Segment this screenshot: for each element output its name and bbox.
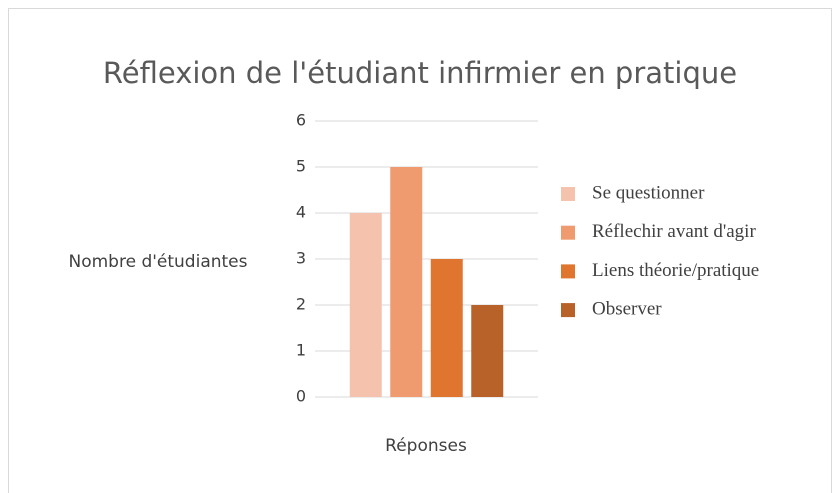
legend-swatch — [561, 264, 575, 279]
y-tick-label: 6 — [296, 111, 306, 130]
legend-swatch — [561, 187, 575, 201]
legend-label: Liens théorie/pratique — [592, 260, 759, 281]
legend-label: Se questionner — [592, 182, 705, 203]
chart-title: Réflexion de l'étudiant infirmier en pra… — [103, 56, 737, 90]
legend-label: Observer — [592, 298, 662, 319]
y-tick-label: 4 — [296, 203, 306, 222]
y-axis-label: Nombre d'étudiantes — [69, 252, 248, 272]
legend-swatch — [561, 303, 575, 318]
bar — [430, 259, 463, 397]
y-tick-label: 3 — [296, 249, 306, 268]
y-tick-label: 0 — [296, 387, 306, 406]
bar — [349, 213, 382, 397]
legend-swatch — [561, 225, 575, 240]
legend-label: Réflechir avant d'agir — [592, 221, 756, 242]
y-tick-label: 5 — [296, 157, 306, 176]
bar — [471, 305, 504, 397]
bar — [390, 167, 423, 397]
y-tick-label: 2 — [296, 295, 306, 314]
y-tick-label: 1 — [296, 341, 306, 360]
x-axis-label: Réponses — [385, 436, 467, 456]
